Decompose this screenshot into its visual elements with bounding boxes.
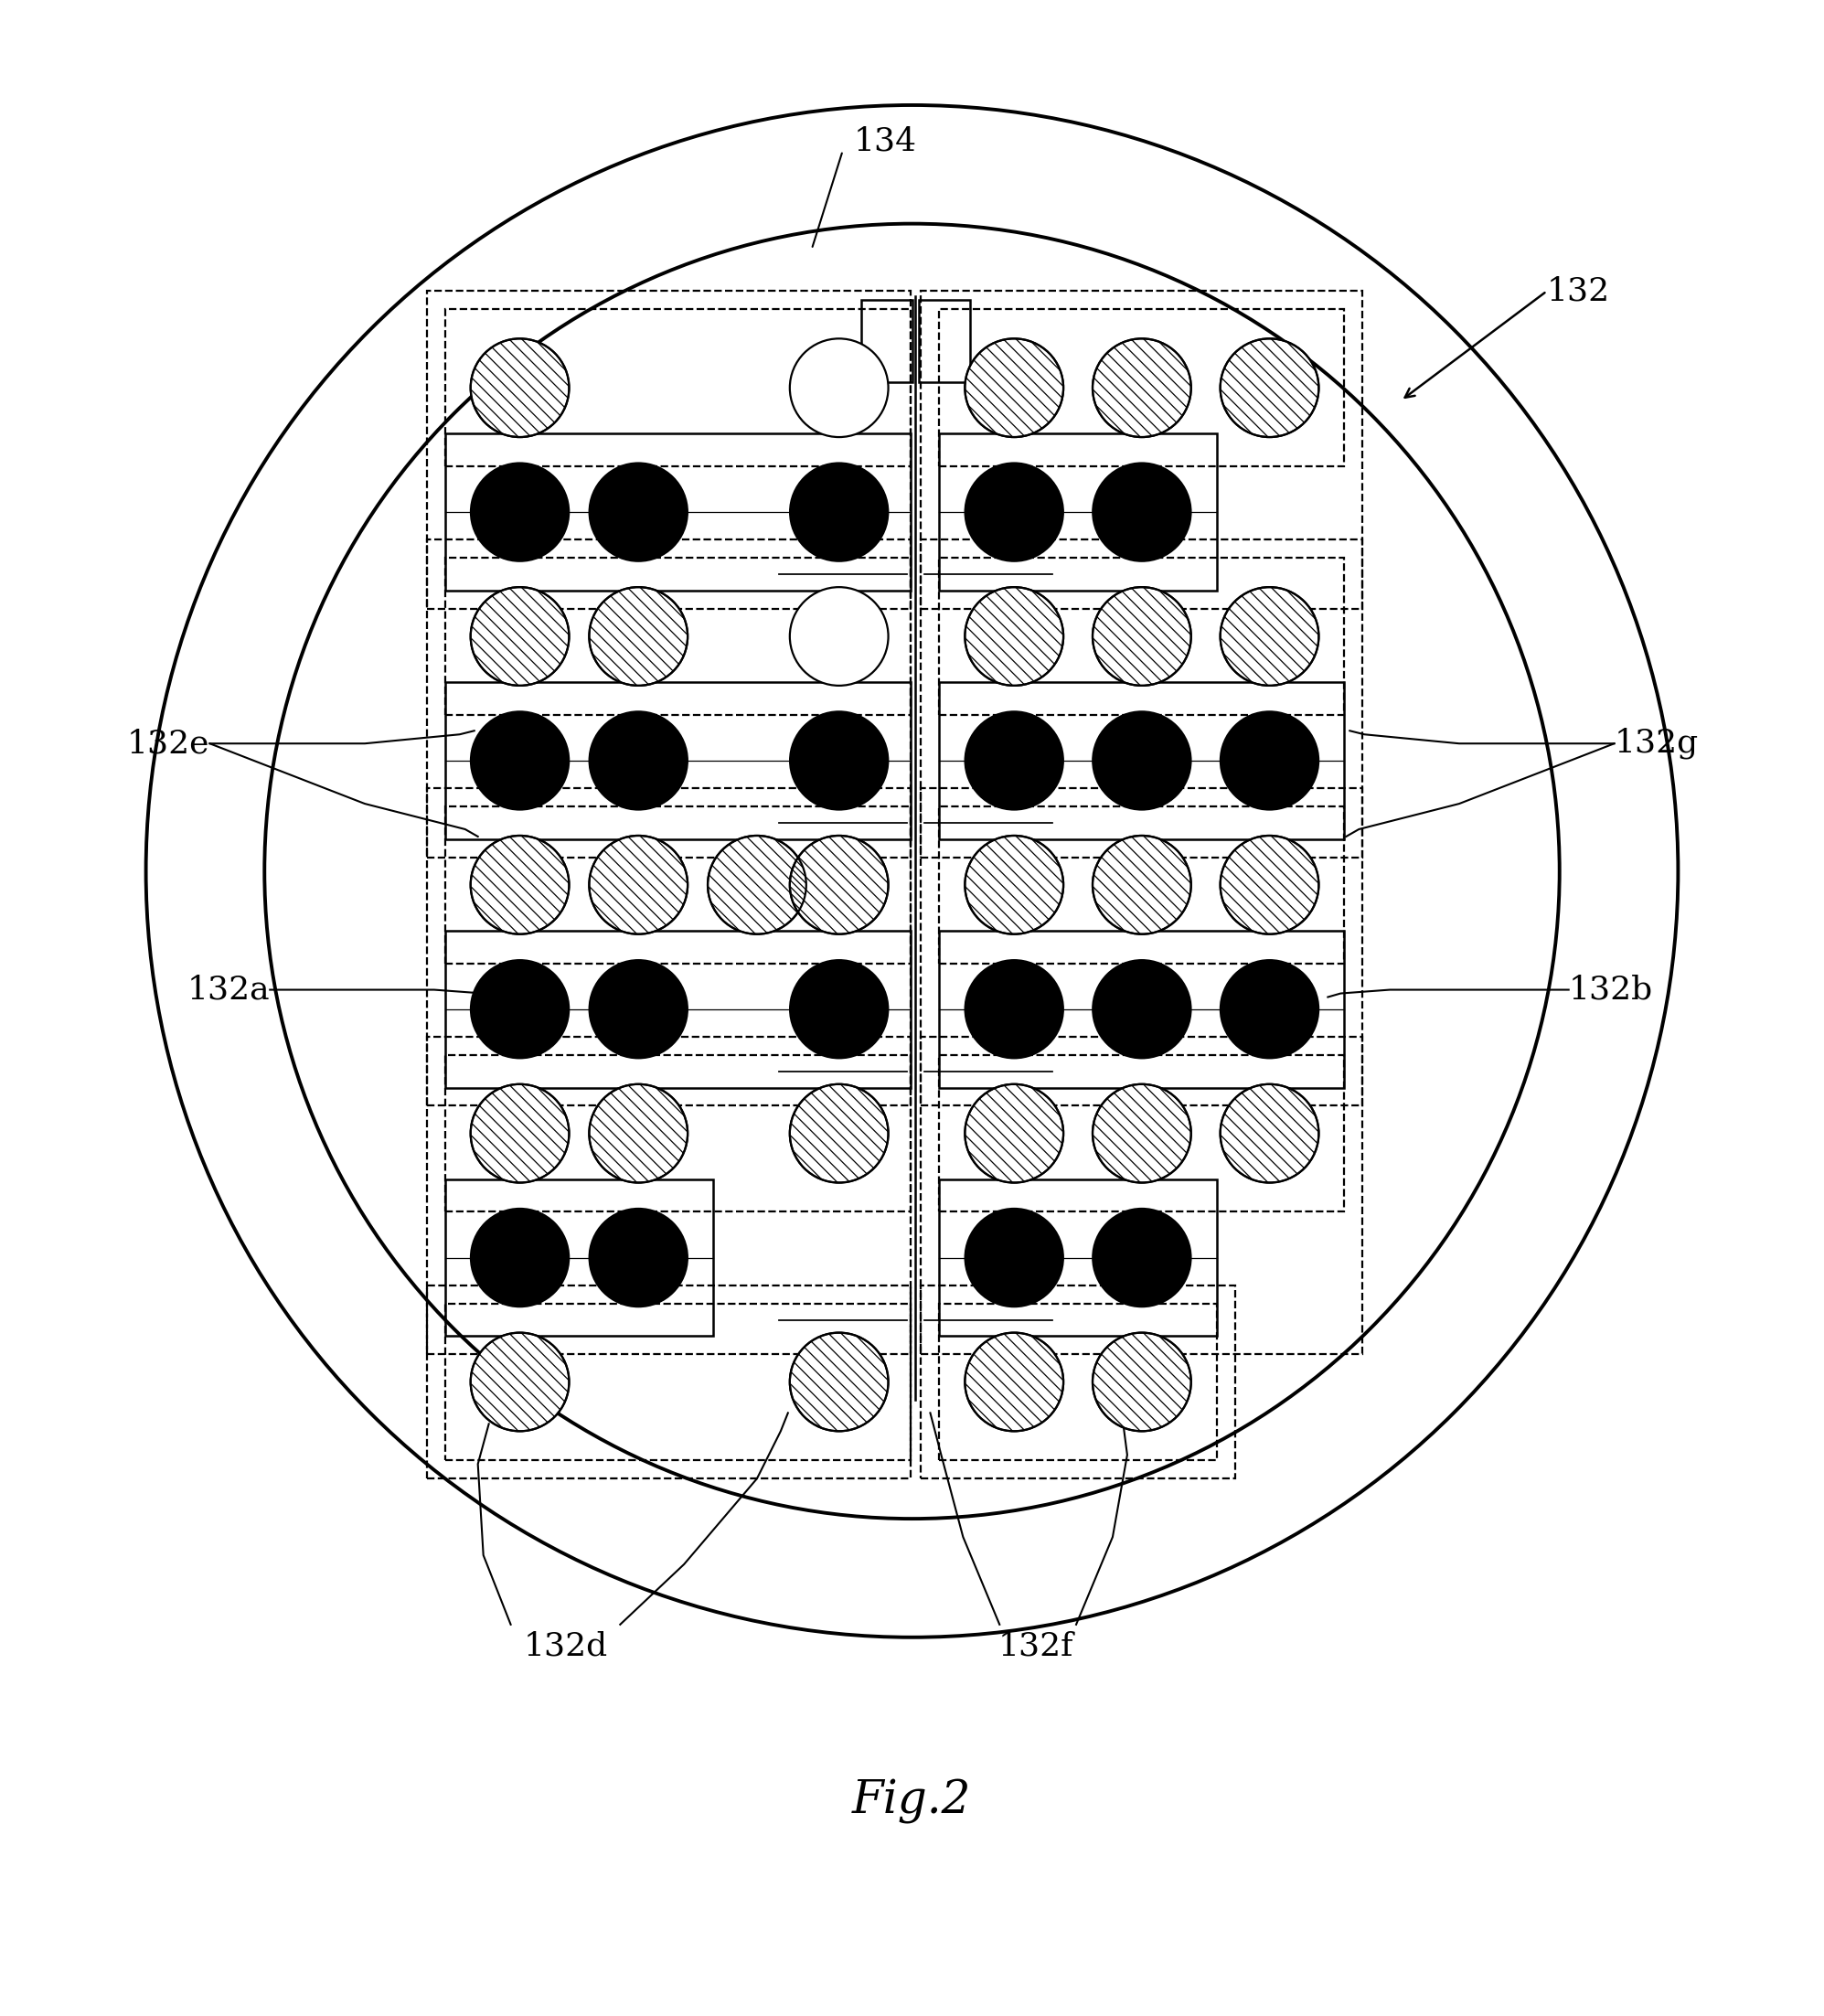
Circle shape	[1093, 587, 1191, 685]
Circle shape	[1093, 835, 1191, 933]
Bar	[445, 681, 910, 839]
Circle shape	[965, 464, 1063, 560]
Circle shape	[790, 835, 888, 933]
Circle shape	[790, 1333, 888, 1431]
Circle shape	[1093, 339, 1191, 437]
Circle shape	[471, 1333, 569, 1431]
Bar	[445, 931, 910, 1087]
Text: 134: 134	[854, 127, 917, 157]
Bar	[921, 1036, 1363, 1355]
Circle shape	[965, 1085, 1063, 1183]
Circle shape	[589, 960, 688, 1058]
Circle shape	[790, 1085, 888, 1183]
Circle shape	[965, 1208, 1063, 1306]
Bar	[427, 788, 910, 1107]
Bar	[445, 806, 910, 964]
Bar	[427, 1286, 910, 1478]
Circle shape	[1220, 1085, 1319, 1183]
Bar	[427, 540, 910, 857]
Circle shape	[1093, 712, 1191, 810]
Text: 132b: 132b	[1569, 974, 1653, 1006]
Bar	[939, 681, 1344, 839]
Circle shape	[1220, 712, 1319, 810]
Circle shape	[589, 1085, 688, 1183]
Bar	[427, 1036, 910, 1355]
Bar	[921, 540, 1363, 857]
Bar	[445, 308, 910, 466]
Bar	[939, 1304, 1217, 1460]
Circle shape	[471, 464, 569, 560]
Circle shape	[1093, 1085, 1191, 1183]
Circle shape	[589, 712, 688, 810]
Circle shape	[965, 339, 1063, 437]
Text: 132a: 132a	[188, 974, 270, 1006]
Circle shape	[471, 1208, 569, 1306]
Text: 132d: 132d	[523, 1631, 607, 1661]
Bar	[939, 931, 1344, 1087]
Bar	[921, 290, 1363, 609]
Circle shape	[1093, 1208, 1191, 1306]
Bar	[939, 1179, 1217, 1337]
Bar	[861, 300, 912, 383]
Circle shape	[965, 587, 1063, 685]
Circle shape	[790, 960, 888, 1058]
Circle shape	[589, 464, 688, 560]
Bar	[445, 1179, 713, 1337]
Bar	[939, 1054, 1344, 1212]
Circle shape	[965, 1333, 1063, 1431]
Circle shape	[589, 587, 688, 685]
Circle shape	[1220, 587, 1319, 685]
Bar	[921, 788, 1363, 1107]
Circle shape	[471, 587, 569, 685]
Text: Fig.2: Fig.2	[852, 1778, 972, 1824]
Bar	[445, 558, 910, 716]
Circle shape	[790, 339, 888, 437]
Bar	[921, 1286, 1235, 1478]
Circle shape	[790, 712, 888, 810]
Circle shape	[1220, 835, 1319, 933]
Circle shape	[471, 712, 569, 810]
Circle shape	[965, 712, 1063, 810]
Bar	[445, 1054, 910, 1212]
Bar	[939, 433, 1217, 591]
Circle shape	[1220, 339, 1319, 437]
Circle shape	[471, 835, 569, 933]
Bar	[919, 300, 970, 383]
Circle shape	[471, 960, 569, 1058]
Circle shape	[790, 464, 888, 560]
Bar	[445, 1304, 910, 1460]
Circle shape	[708, 835, 806, 933]
Bar	[939, 308, 1344, 466]
Bar	[939, 806, 1344, 964]
Bar	[445, 433, 910, 591]
Circle shape	[471, 339, 569, 437]
Bar	[427, 290, 910, 609]
Text: 132g: 132g	[1614, 728, 1698, 760]
Text: 132f: 132f	[998, 1631, 1074, 1661]
Bar	[939, 558, 1344, 716]
Text: 132e: 132e	[128, 728, 210, 760]
Circle shape	[1093, 464, 1191, 560]
Circle shape	[589, 1208, 688, 1306]
Circle shape	[965, 835, 1063, 933]
Circle shape	[471, 1085, 569, 1183]
Circle shape	[1093, 960, 1191, 1058]
Circle shape	[1093, 1333, 1191, 1431]
Circle shape	[790, 587, 888, 685]
Text: 132: 132	[1547, 276, 1611, 306]
Circle shape	[1220, 960, 1319, 1058]
Circle shape	[965, 960, 1063, 1058]
Circle shape	[589, 835, 688, 933]
